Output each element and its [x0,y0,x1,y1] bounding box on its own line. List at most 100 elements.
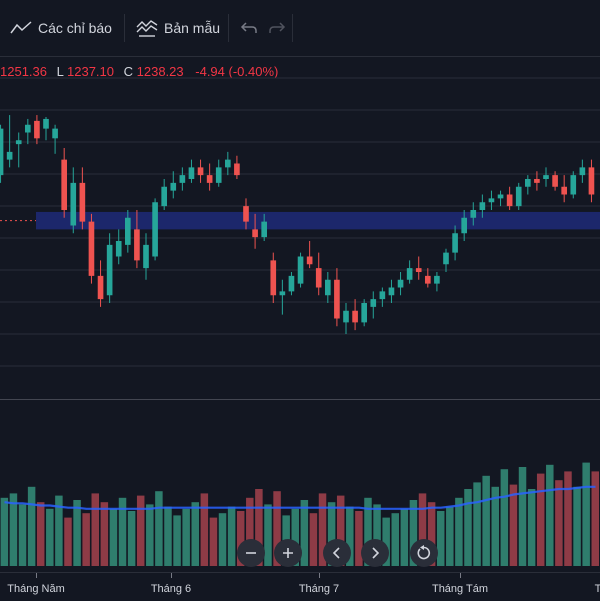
volume-bar [555,480,563,566]
candle [534,171,540,191]
candle [343,303,349,334]
candle-body [88,221,95,276]
scroll-left-button[interactable] [323,539,351,567]
candle [106,233,113,303]
candle-body [434,275,440,284]
candle-body [234,163,240,176]
price-chart[interactable] [0,56,600,572]
candle-body [388,287,395,296]
volume-ma-line [4,485,596,510]
volume-bar [255,489,263,566]
candle [61,148,67,218]
time-axis[interactable]: Tháng Năm Tháng 6 Tháng 7 Tháng Tám T [0,572,600,601]
chart-grid [0,77,600,367]
candle-body [252,229,258,238]
candle [79,167,86,230]
candle-body [406,268,413,280]
candle-body [497,194,504,199]
candle [325,272,331,303]
candle [52,124,58,154]
redo-icon [269,22,286,33]
candle-body [379,291,386,300]
candle-body [34,120,40,139]
volume-bar [209,517,218,566]
volume-bar [482,475,490,566]
volume-bar [346,506,354,566]
candle [134,210,140,269]
candle-body [325,279,331,296]
candle-body [15,140,22,145]
candle [352,299,358,331]
candle-body [452,233,458,253]
low-value: 1237.10 [67,64,114,79]
candle [115,229,122,265]
candle-body [115,241,122,257]
candle [234,155,240,179]
volume-bar [55,495,63,566]
volume-bar [191,502,199,566]
volume-bar [291,508,299,566]
volume-bar [155,491,163,566]
volume-bar [309,513,318,566]
candle [288,272,295,296]
candle-body [288,275,295,292]
volume-bar [573,486,581,566]
redo-button[interactable] [260,12,294,44]
volume-bar [73,500,81,566]
undo-button[interactable] [232,12,266,44]
candle [297,252,304,288]
candle-body [506,194,513,207]
low-key: L [56,64,64,79]
candle-body [588,167,595,195]
candle [125,210,131,253]
candle [170,171,177,199]
templates-label: Bản mẫu [164,20,221,36]
volume-bar [564,471,572,566]
volume-bar [509,484,518,566]
change-value: -4.94 (-0.40%) [195,64,279,79]
templates-button[interactable]: Bản mẫu [128,12,228,44]
candle-body [25,124,31,133]
candle [334,268,340,327]
candle-body [306,256,313,265]
close-key: C [123,64,134,79]
candle-body [488,198,495,203]
candle [215,159,222,187]
toolbar-divider [228,14,229,42]
volume-bar [436,511,445,566]
volume-bar [336,495,345,566]
candle-body [143,244,149,269]
volume-bar [146,504,154,566]
volume-bar [300,500,309,566]
candle [552,171,558,191]
axis-tick [319,573,320,578]
reset-chart-button[interactable] [410,539,438,567]
volume-bar [0,497,9,566]
candle-body [261,221,267,238]
axis-tick [460,573,461,578]
candle [143,233,149,280]
volume-bar [91,493,99,566]
volume-bar [264,504,272,566]
candle-body [52,128,58,139]
scroll-right-button[interactable] [361,539,389,567]
candle-body [370,299,377,307]
zoom-in-button[interactable] [274,539,302,567]
candle-body [315,268,322,288]
zoom-out-button[interactable] [237,539,265,567]
candle [70,167,77,234]
volume-bar [82,513,90,566]
candle-body [397,279,404,288]
candle-body [61,159,67,210]
candle [261,213,267,241]
candle [506,186,513,210]
volume-bar [364,497,372,566]
candle [6,115,13,168]
candle [579,159,586,183]
volume-bar [318,493,327,566]
candle-body [352,310,358,323]
axis-tick [171,573,172,578]
indicators-button[interactable]: Các chỉ báo [2,12,120,44]
volume-bar [518,467,527,566]
candle-body [534,179,540,183]
